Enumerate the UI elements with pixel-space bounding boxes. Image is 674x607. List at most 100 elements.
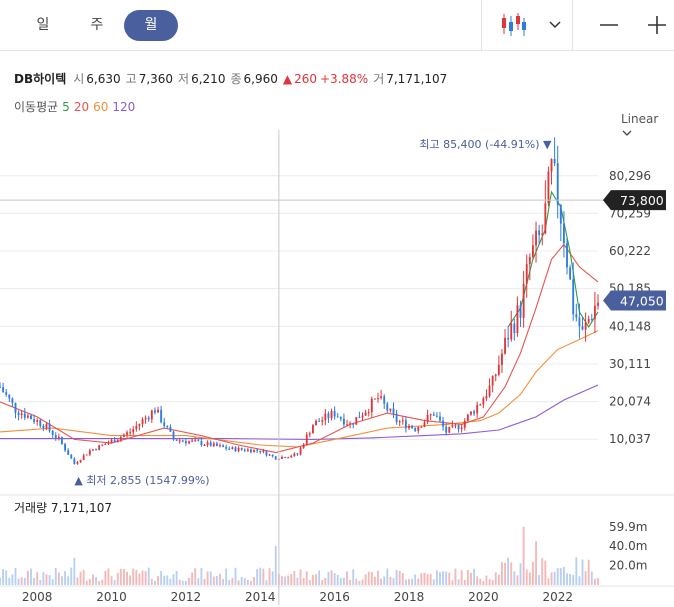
volume-bar: [305, 571, 308, 585]
candle-body: [33, 419, 36, 422]
candle-body: [547, 171, 550, 204]
candle-body: [191, 440, 194, 442]
minus-icon[interactable]: [594, 10, 624, 40]
candle-body: [184, 441, 187, 444]
ma-line-60: [0, 330, 599, 448]
candle-body: [36, 420, 39, 422]
candle-body: [147, 417, 150, 420]
volume-bar: [237, 580, 240, 585]
candlestick-icon[interactable]: [498, 10, 528, 40]
volume-bar: [123, 568, 125, 585]
x-tick-label: 2020: [468, 590, 499, 604]
candle-body: [457, 425, 460, 430]
candle-body: [293, 453, 296, 457]
volume-bar: [82, 569, 85, 585]
toolbar-divider: [481, 0, 482, 50]
candle-body: [516, 305, 519, 334]
volume-value: 7,171,107: [386, 72, 448, 86]
volume-bar: [129, 575, 132, 585]
last-price-tag: [603, 290, 666, 311]
volume-bar: [88, 579, 91, 585]
plus-icon[interactable]: [642, 10, 672, 40]
volume-bar: [290, 574, 293, 585]
volume-bar: [246, 579, 249, 585]
ma-60[interactable]: 60: [93, 100, 109, 114]
chevron-down-icon[interactable]: [540, 10, 570, 40]
volume-bar: [470, 572, 472, 585]
candle-body: [559, 205, 562, 224]
candle-body: [160, 409, 163, 423]
volume-bar: [281, 576, 283, 585]
candle-body: [101, 444, 104, 446]
volume-bar: [556, 568, 559, 585]
volume-bar: [98, 581, 101, 585]
candle-body: [79, 459, 82, 463]
candle-body: [181, 440, 184, 442]
volume-bar: [417, 578, 420, 585]
volume-bar: [95, 577, 97, 585]
period-tab-week[interactable]: 주: [90, 17, 104, 33]
volume-bar: [532, 561, 534, 585]
volume-bar: [404, 579, 407, 585]
candle-body: [14, 402, 17, 413]
volume-bar: [150, 578, 153, 585]
candle-body: [123, 434, 125, 437]
volume-bar: [572, 574, 575, 585]
volume-bar: [312, 574, 314, 585]
candle-body: [305, 434, 308, 445]
volume-bar: [92, 574, 94, 585]
candle-body: [423, 422, 426, 427]
volume-bar: [256, 569, 259, 585]
candle-body: [507, 337, 510, 340]
candle-body: [92, 449, 94, 451]
y-tick-label: 40,148: [609, 319, 651, 333]
candle-body: [234, 447, 237, 452]
volume-bar: [473, 568, 475, 585]
period-tab-day[interactable]: 일: [36, 17, 50, 33]
candle-body: [61, 436, 63, 444]
volume-bar: [401, 573, 404, 585]
volume-bar: [528, 572, 531, 585]
candle-body: [64, 443, 66, 451]
ma-120[interactable]: 120: [112, 100, 136, 114]
period-tab-month[interactable]: 월: [124, 10, 178, 41]
candle-body: [532, 245, 534, 258]
candle-body: [442, 420, 445, 427]
candle-body: [401, 420, 404, 422]
up-triangle-icon: ▲: [282, 72, 293, 86]
toolbar-divider: [572, 0, 573, 50]
candle-body: [246, 449, 249, 451]
candle-body: [380, 396, 383, 399]
candle-body: [510, 323, 513, 340]
ma-5[interactable]: 5: [62, 100, 70, 114]
candle-body: [11, 398, 14, 403]
candle-body: [73, 458, 76, 464]
scale-selector[interactable]: Linear: [621, 112, 674, 140]
candle-body: [166, 426, 169, 428]
candle-body: [209, 442, 212, 447]
volume-bar: [324, 577, 327, 585]
volume-bar: [432, 579, 435, 585]
candle-body: [550, 158, 553, 172]
volume-bar: [8, 577, 11, 585]
volume-bar: [197, 578, 200, 585]
volume-bar: [333, 573, 336, 585]
candle-body: [163, 422, 166, 427]
candle-body: [479, 404, 482, 406]
volume-bar: [178, 579, 181, 585]
volume-bar: [253, 576, 256, 585]
candle-body: [466, 414, 469, 421]
candle-body: [553, 158, 556, 164]
volume-bar: [414, 574, 417, 585]
volume-bar: [135, 569, 138, 585]
volume-bar: [364, 574, 367, 585]
candle-body: [575, 314, 578, 318]
volume-bar: [510, 562, 513, 585]
ma-20[interactable]: 20: [73, 100, 90, 114]
volume-bar: [20, 577, 23, 585]
candle-body: [250, 449, 252, 453]
candle-body: [519, 305, 522, 318]
candle-body: [491, 376, 494, 386]
volume-bar: [411, 578, 414, 585]
